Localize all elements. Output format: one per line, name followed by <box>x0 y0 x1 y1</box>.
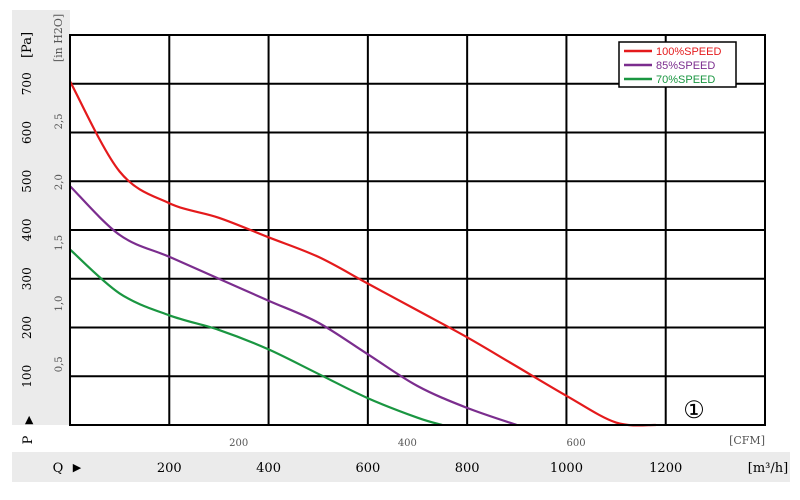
curve-marker-circled-one: ① <box>683 396 705 424</box>
x-tick-label: 600 <box>355 461 380 476</box>
y-tick-label: 700 <box>20 72 34 95</box>
flow-axis-letter: Q <box>53 461 64 476</box>
x-tick-labels: 200 400 600 800 1000 1200 <box>157 461 682 476</box>
y-tick-label: 500 <box>20 170 34 193</box>
series-line <box>69 248 443 427</box>
y-tick-labels: 100 200 300 400 500 600 700 <box>20 72 34 387</box>
flow-axis-arrow: ▶ <box>73 461 82 474</box>
pressure-axis-arrow: ▶ <box>22 415 35 424</box>
y-axis-unit-inh2o: [in H2O] <box>52 14 65 62</box>
series-line <box>69 80 656 427</box>
series-line <box>69 185 518 427</box>
x-tick-label: 400 <box>256 461 281 476</box>
grid <box>70 35 765 425</box>
x-axis-unit-cfm: [CFM] <box>729 434 765 447</box>
y2-tick-label: 1,0 <box>54 296 65 312</box>
y-tick-label: 100 <box>20 365 34 388</box>
y-tick-label: 300 <box>20 267 34 290</box>
pressure-axis-letter: P <box>21 435 36 444</box>
x2-tick-label: 600 <box>567 438 586 449</box>
x-tick-label: 1000 <box>550 461 583 476</box>
x2-tick-label: 200 <box>229 438 248 449</box>
legend-label: 70%SPEED <box>656 74 715 86</box>
legend-label: 100%SPEED <box>656 46 721 58</box>
y2-tick-label: 0,5 <box>54 356 65 372</box>
y-tick-label: 400 <box>20 219 34 242</box>
y2-tick-label: 2,5 <box>54 113 65 129</box>
y-tick-label: 200 <box>20 316 34 339</box>
legend-label: 85%SPEED <box>656 60 715 72</box>
bottom-axis-band <box>12 452 790 482</box>
left-axis-band <box>12 10 70 425</box>
x-axis-unit-m3h: [m³/h] <box>748 461 788 476</box>
x2-tick-labels: 200 400 600 <box>229 438 585 449</box>
x-tick-label: 800 <box>455 461 480 476</box>
curves <box>69 80 656 427</box>
y2-tick-labels: 0,5 1,0 1,5 2,0 2,5 <box>54 113 65 372</box>
plot-frame <box>69 34 766 426</box>
x2-tick-label: 400 <box>398 438 417 449</box>
y-tick-label: 600 <box>20 121 34 144</box>
y-axis-unit-pa: [Pa] <box>20 32 35 58</box>
y2-tick-label: 2,0 <box>54 174 65 190</box>
y2-tick-label: 1,5 <box>54 235 65 251</box>
x-tick-label: 200 <box>157 461 182 476</box>
x-tick-label: 1200 <box>649 461 682 476</box>
legend: 100%SPEED 85%SPEED 70%SPEED <box>618 41 737 88</box>
